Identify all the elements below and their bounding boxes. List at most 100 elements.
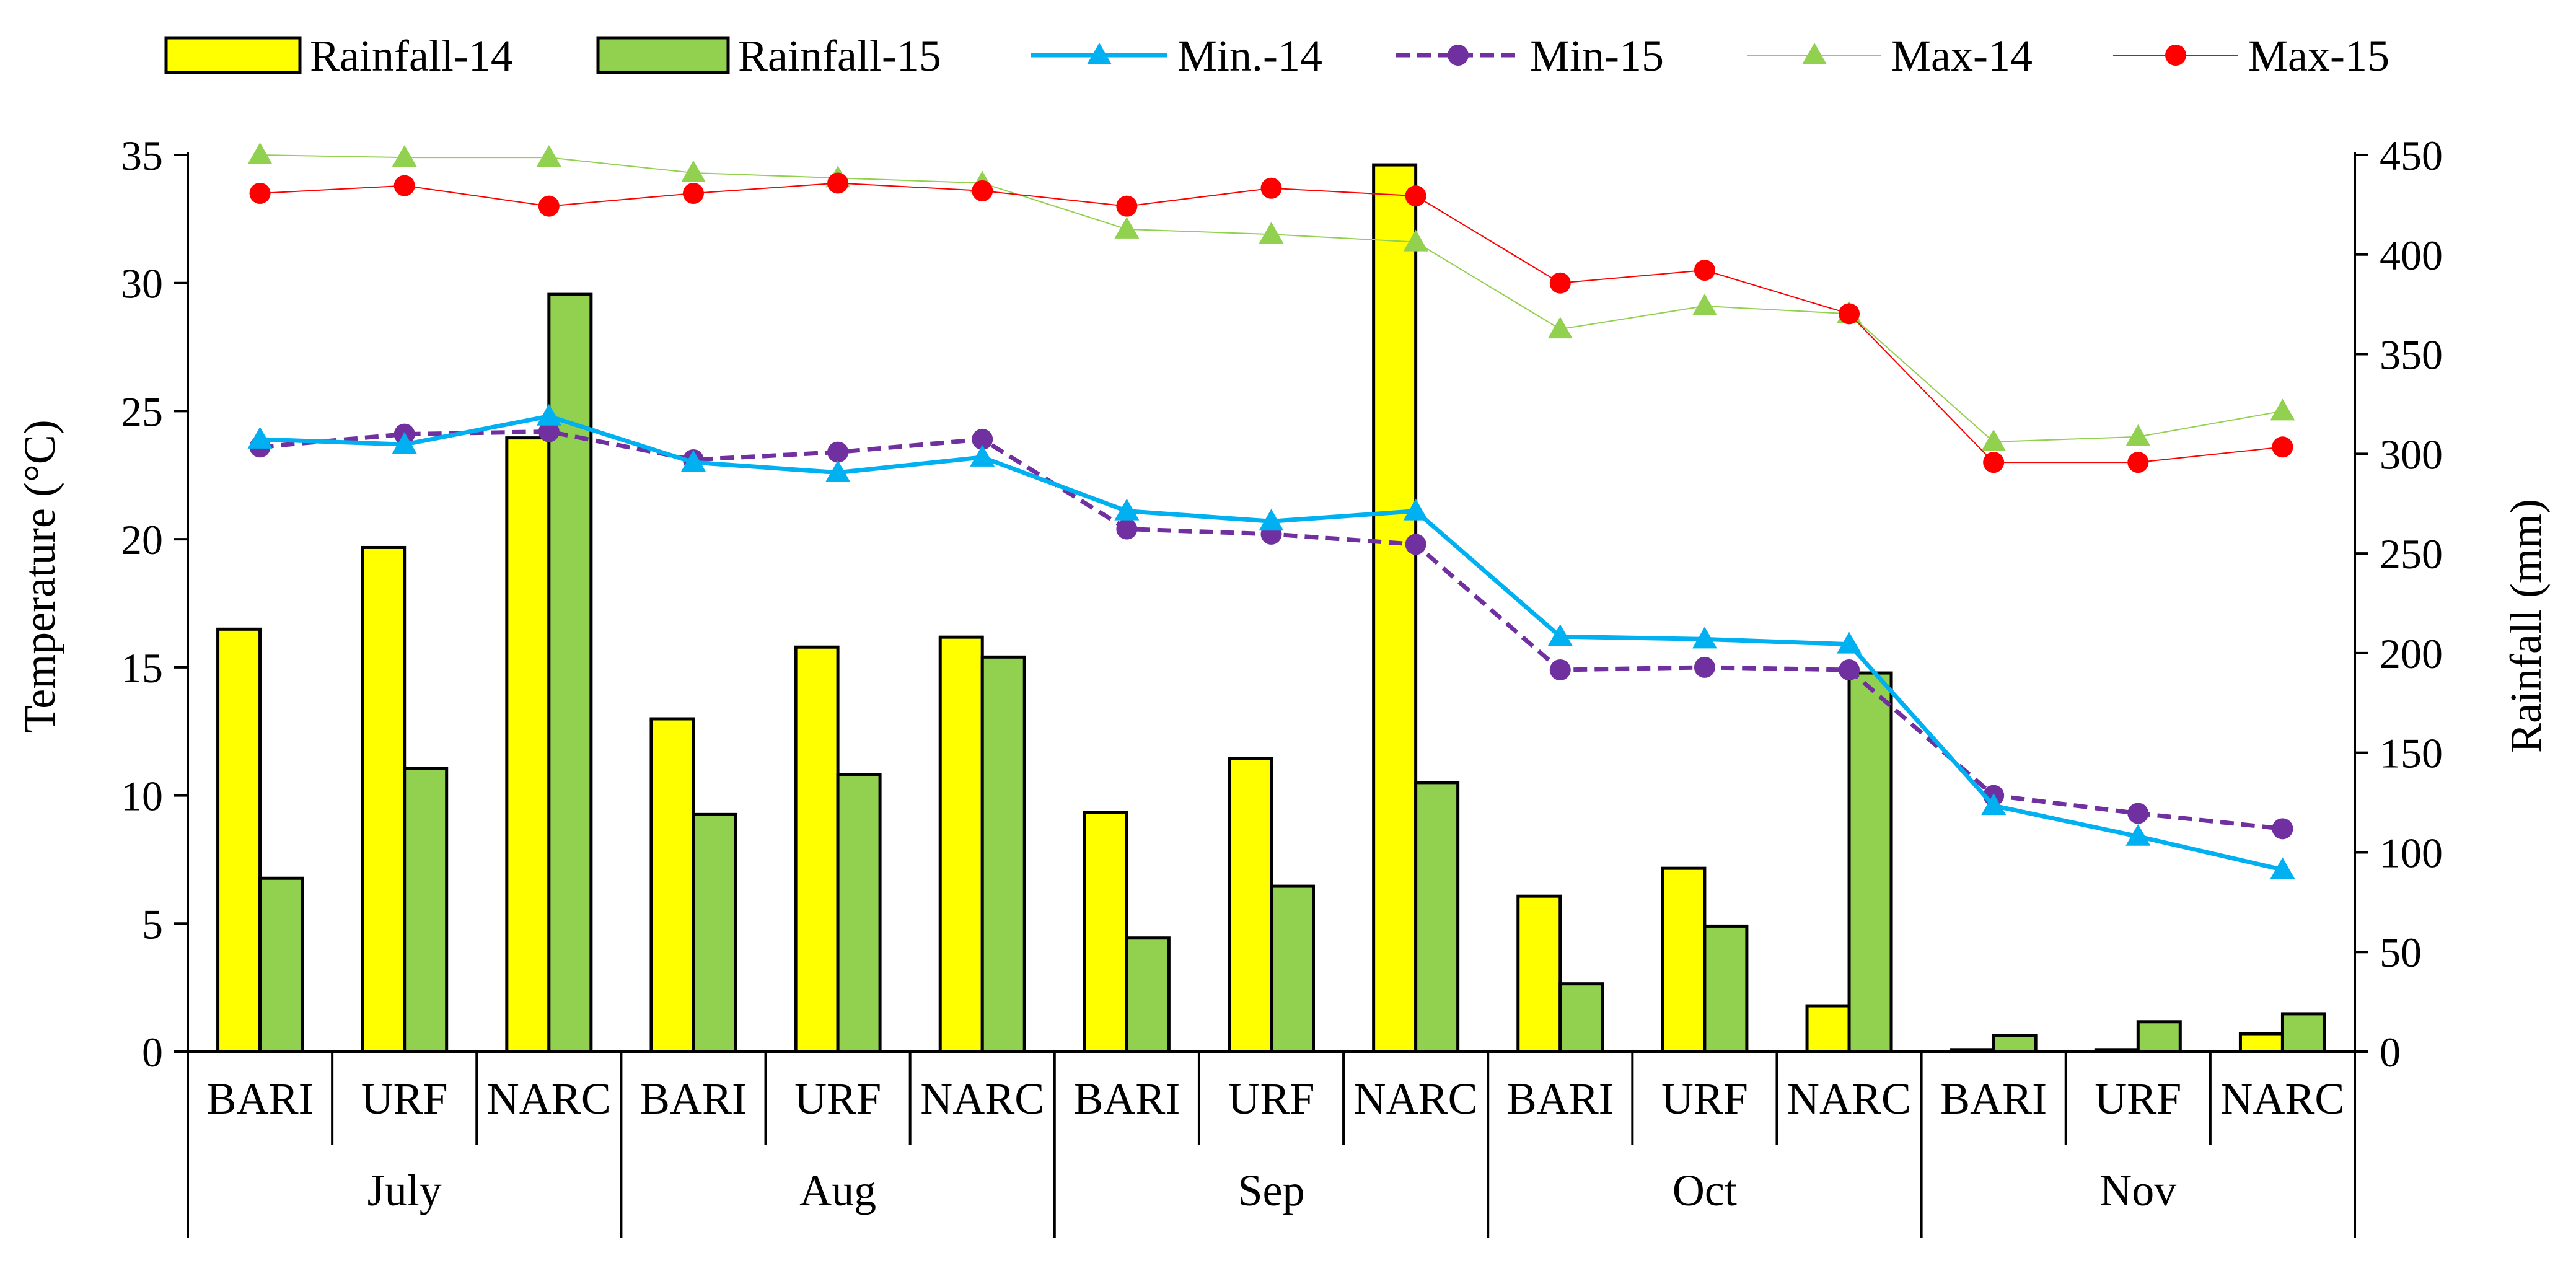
point-min-14-9 xyxy=(1547,624,1573,646)
point-max-15-8 xyxy=(1405,185,1426,207)
bar-rainfall-14-4 xyxy=(794,645,840,1053)
bar-rainfall-15-7 xyxy=(1270,884,1315,1053)
point-max-14-13 xyxy=(2125,424,2151,446)
point-max-14-0 xyxy=(247,143,273,164)
point-min-14-0 xyxy=(247,426,273,449)
y-axis-title: Temperature (°C) xyxy=(15,420,64,733)
point-min-15-14 xyxy=(2272,818,2293,840)
bar-rainfall-14-2 xyxy=(505,436,551,1053)
category-label-urf: URF xyxy=(794,1074,881,1124)
point-max-14-14 xyxy=(2270,398,2295,421)
y2-tick-label: 350 xyxy=(2380,332,2443,379)
category-label-narc: NARC xyxy=(487,1074,611,1124)
bar-rainfall-15-12 xyxy=(1992,1034,2038,1053)
point-max-14-2 xyxy=(536,145,561,167)
point-max-15-9 xyxy=(1549,272,1571,294)
category-label-bari: BARI xyxy=(207,1074,314,1124)
bar-rainfall-15-1 xyxy=(403,767,449,1053)
month-label-july: July xyxy=(367,1166,442,1215)
point-max-15-2 xyxy=(538,195,560,217)
point-max-15-12 xyxy=(1983,452,2005,473)
point-min-15-11 xyxy=(1839,659,1860,680)
point-max-15-11 xyxy=(1839,303,1860,325)
bar-rainfall-14-5 xyxy=(938,635,984,1053)
point-min-14-8 xyxy=(1403,498,1428,521)
point-max-15-3 xyxy=(682,183,704,205)
category-label-narc: NARC xyxy=(2220,1074,2344,1124)
bar-rainfall-14-1 xyxy=(361,545,407,1053)
point-min-14-4 xyxy=(825,460,851,482)
point-max-15-13 xyxy=(2127,452,2149,473)
point-min-15-6 xyxy=(1116,518,1138,540)
point-max-14-7 xyxy=(1259,222,1284,244)
bar-rainfall-14-11 xyxy=(1805,1004,1851,1053)
y2-tick-label: 450 xyxy=(2380,132,2443,179)
point-min-15-10 xyxy=(1694,656,1715,678)
point-min-15-2 xyxy=(538,421,560,442)
y2-tick-label: 400 xyxy=(2380,232,2443,279)
point-min-14-2 xyxy=(536,403,561,426)
legend-marker-max-15 xyxy=(2165,45,2186,66)
y2-tick-label: 0 xyxy=(2380,1029,2401,1076)
y2-tick-label: 50 xyxy=(2380,929,2422,976)
bar-rainfall-14-9 xyxy=(1516,894,1562,1053)
bar-rainfall-14-8 xyxy=(1372,163,1418,1053)
category-label-urf: URF xyxy=(2095,1074,2181,1124)
bar-rainfall-15-10 xyxy=(1703,924,1749,1053)
bar-rainfall-15-14 xyxy=(2280,1012,2326,1053)
category-label-bari: BARI xyxy=(1073,1074,1180,1124)
legend: Rainfall-14 Rainfall-15 Min.-14 Min-15 Max-1… xyxy=(164,31,2389,81)
point-max-14-3 xyxy=(680,160,706,182)
bar-rainfall-15-4 xyxy=(836,773,882,1053)
y-tick-label: 10 xyxy=(121,773,163,820)
y-tick-label: 30 xyxy=(121,260,163,307)
point-min-15-4 xyxy=(827,441,849,463)
bar-rainfall-15-5 xyxy=(980,655,1026,1053)
category-axis: BARI URF NARC BARI URF NARC BARI URF NARC BARI URF… xyxy=(187,1052,2356,1238)
bar-rainfall-14-6 xyxy=(1083,811,1128,1053)
point-min-15-8 xyxy=(1405,534,1426,555)
category-label-narc: NARC xyxy=(920,1074,1044,1124)
legend-label-max-14: Max-14 xyxy=(1891,31,2033,81)
category-label-bari: BARI xyxy=(640,1074,747,1124)
point-min-14-1 xyxy=(392,432,417,454)
point-max-14-8 xyxy=(1403,229,1428,252)
point-max-14-9 xyxy=(1547,317,1573,339)
point-max-14-10 xyxy=(1692,293,1717,315)
legend-marker-max-14 xyxy=(1802,43,1827,64)
bar-rainfall-14-3 xyxy=(649,717,695,1053)
category-label-narc: NARC xyxy=(1787,1074,1911,1124)
bar-rainfall-15-2 xyxy=(547,292,593,1053)
category-label-narc: NARC xyxy=(1354,1074,1478,1124)
point-min-15-5 xyxy=(972,428,993,450)
legend-label-max-15: Max-15 xyxy=(2248,31,2389,81)
legend-item-min-14: Min.-14 xyxy=(1031,31,1322,81)
point-min-14-14 xyxy=(2270,857,2295,879)
y2-tick-label: 150 xyxy=(2380,730,2443,777)
axes: 0510152025303505010015020025030035040045… xyxy=(121,132,2443,1076)
point-min-15-9 xyxy=(1549,659,1571,680)
y-tick-label: 35 xyxy=(121,132,163,179)
point-max-15-0 xyxy=(249,183,271,205)
category-label-urf: URF xyxy=(1661,1074,1748,1124)
legend-marker-min-14 xyxy=(1087,43,1112,64)
point-max-14-6 xyxy=(1114,216,1140,239)
legend-label-rainfall-14: Rainfall-14 xyxy=(310,31,513,81)
bars xyxy=(216,163,2326,1053)
category-label-urf: URF xyxy=(1228,1074,1314,1124)
month-label-aug: Aug xyxy=(799,1166,876,1215)
point-min-14-6 xyxy=(1114,498,1140,521)
bar-rainfall-15-11 xyxy=(1847,671,1893,1053)
point-max-15-4 xyxy=(827,172,849,194)
point-min-14-7 xyxy=(1259,509,1284,531)
y-tick-label: 0 xyxy=(142,1029,163,1076)
bar-rainfall-15-9 xyxy=(1558,982,1604,1053)
point-min-14-13 xyxy=(2125,824,2151,846)
legend-label-min-14: Min.-14 xyxy=(1177,31,1322,81)
y2-tick-label: 300 xyxy=(2380,431,2443,478)
legend-swatch-rainfall-14 xyxy=(164,36,302,74)
legend-marker-min-15 xyxy=(1448,45,1469,66)
y-tick-label: 25 xyxy=(121,388,163,435)
point-min-14-10 xyxy=(1692,627,1717,649)
